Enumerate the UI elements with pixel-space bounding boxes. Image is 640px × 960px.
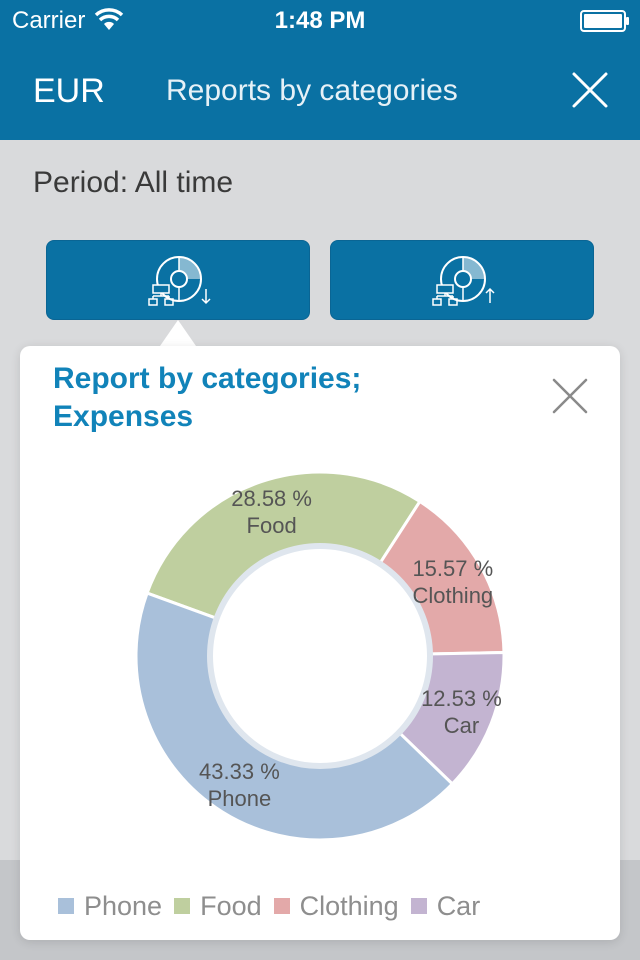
slice-value: 15.57 % — [412, 556, 494, 582]
legend-label: Food — [200, 890, 262, 921]
pie-chart-up-icon — [432, 256, 495, 306]
close-button[interactable] — [568, 68, 612, 112]
slice-label-car: 12.53 % Car — [401, 685, 521, 739]
slice-name: Car — [443, 712, 480, 738]
slice-name: Clothing — [412, 583, 494, 609]
legend-label: Phone — [84, 890, 163, 921]
legend-swatch — [410, 898, 427, 914]
page-title: Reports by categories — [166, 74, 458, 107]
status-time: 1:48 PM — [274, 7, 366, 34]
legend-item-car: Car — [410, 890, 481, 922]
legend-item-food: Food — [174, 891, 262, 922]
expenses-report-button[interactable] — [46, 240, 310, 320]
close-icon — [552, 378, 588, 414]
legend-swatch — [273, 898, 290, 914]
nav-bar: EUR Reports by categories — [0, 40, 640, 140]
slice-label-phone: 43.33 % Phone — [179, 758, 299, 812]
legend-label: Car — [436, 890, 481, 921]
slice-value: 28.58 % — [231, 485, 312, 511]
popover-arrow — [160, 320, 196, 346]
currency-selector[interactable]: EUR — [33, 72, 105, 110]
popover-title-line2: Expenses — [53, 400, 194, 433]
close-icon — [572, 72, 608, 108]
slice-value: 43.33 % — [199, 758, 280, 784]
slice-name: Food — [246, 512, 297, 538]
report-popover: Report by categories; Expenses 28.58 % Fo… — [20, 346, 620, 940]
legend-swatch — [174, 898, 191, 914]
legend-label: Clothing — [299, 890, 399, 921]
wifi-icon — [94, 6, 124, 37]
donut-chart — [134, 470, 506, 842]
popover-close-button[interactable] — [550, 376, 590, 416]
legend-item-clothing: Clothing — [273, 890, 399, 922]
legend-swatch — [58, 898, 74, 914]
pie-chart-down-icon — [148, 256, 211, 306]
income-report-button[interactable] — [330, 240, 594, 320]
carrier-label: Carrier — [12, 7, 86, 34]
chart-legend: Phone Food Clothing Car — [58, 886, 492, 926]
slice-label-clothing: 15.57 % Clothing — [393, 555, 513, 609]
donut-inner-ring — [207, 543, 433, 769]
slice-name: Phone — [207, 785, 272, 811]
popover-title: Report by categories; Expenses — [53, 360, 513, 436]
period-label[interactable]: Period: All time — [33, 166, 234, 199]
battery-icon — [580, 10, 629, 32]
legend-item-phone: Phone — [58, 891, 162, 922]
status-bar: Carrier 1:48 PM — [0, 0, 640, 40]
popover-title-line1: Report by categories; — [53, 362, 362, 395]
slice-value: 12.53 % — [421, 685, 502, 711]
slice-label-food: 28.58 % Food — [212, 485, 332, 539]
